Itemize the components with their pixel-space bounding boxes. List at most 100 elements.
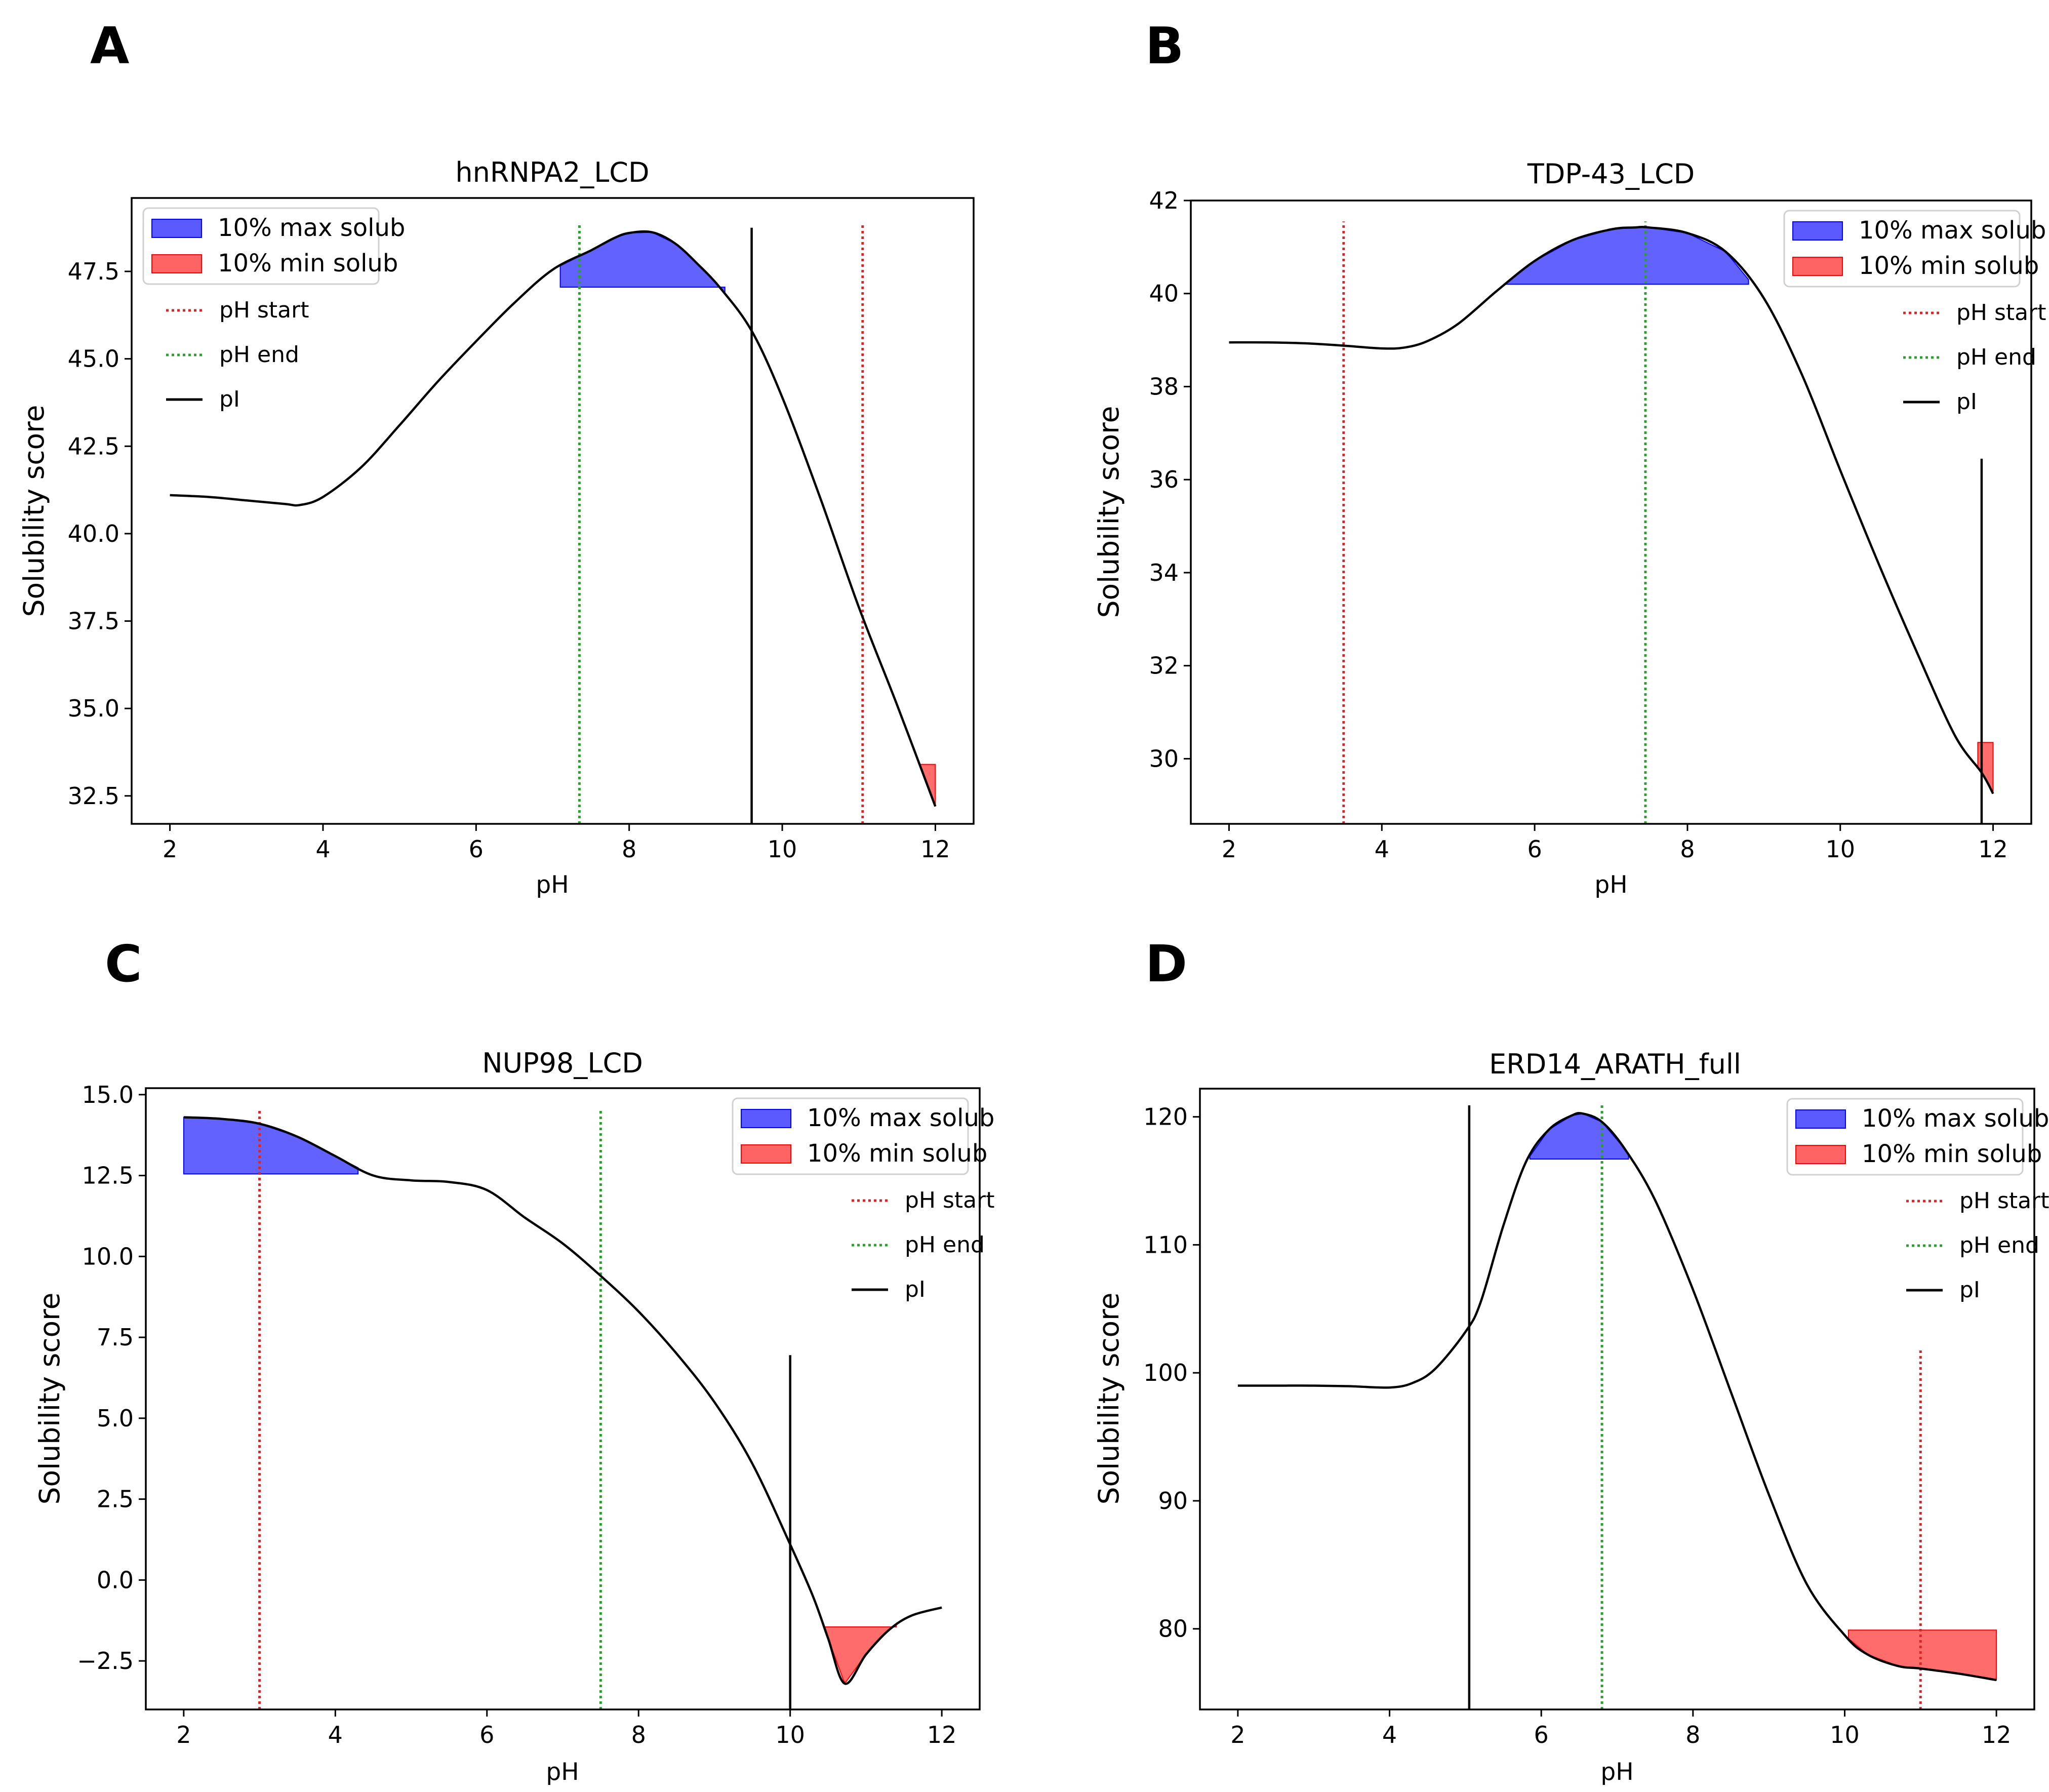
x-tick-label: 2 [176, 1721, 191, 1748]
legend-ph-start-label: pH start [219, 297, 309, 323]
x-tick-label: 4 [1375, 835, 1389, 863]
x-tick-label: 4 [328, 1721, 343, 1748]
legend-box [1783, 210, 2021, 288]
legend-ph-end-label: pH end [905, 1232, 985, 1258]
tick-layer: 2 4 6 8 10 12 −2.5 0.0 2.5 5.0 7.5 10.0 12.5 15.0 [77, 1081, 956, 1748]
x-tick-label: 2 [163, 835, 177, 863]
x-tick-label: 12 [1978, 835, 2008, 863]
y-tick-label: 5.0 [97, 1405, 134, 1432]
y-tick-label: 47.5 [68, 258, 119, 285]
chart-panel-a: hnRNPA2_LCD 2 4 6 8 10 12 32.5 35.0 37.5 40.0 42.5… [18, 156, 975, 899]
solubility-curve [183, 1116, 942, 1685]
y-tick-label: 38 [1149, 373, 1179, 400]
legend-box [732, 1097, 969, 1175]
legend-max-label: 10% max solub [807, 1104, 994, 1132]
y-tick-label: 120 [1143, 1103, 1188, 1131]
y-tick-label: 32 [1149, 652, 1179, 680]
plot-frame [1199, 1088, 2035, 1710]
legend-pi-label: pI [1959, 1277, 1980, 1303]
y-tick-label: 36 [1149, 466, 1179, 493]
x-tick-label: 6 [479, 1721, 494, 1748]
plot-frame [131, 197, 975, 825]
solubility-curve [170, 230, 937, 807]
x-tick-label: 6 [469, 835, 484, 863]
x-tick-label: 8 [622, 835, 636, 863]
y-axis-label: Solubility score [33, 1293, 66, 1505]
legend-min-label: 10% min solub [1859, 252, 2039, 280]
legend-ph-end-label: pH end [1959, 1232, 2039, 1258]
legend-max-label: 10% max solub [1859, 216, 2046, 245]
y-tick-label: 7.5 [97, 1324, 134, 1351]
y-axis-label: Solubility score [1093, 1293, 1125, 1505]
x-tick-label: 4 [315, 835, 330, 863]
tick-layer: 2 4 6 8 10 12 30 32 34 36 38 40 42 [1149, 187, 2007, 863]
y-tick-label: 90 [1158, 1487, 1188, 1515]
x-tick-label: 6 [1527, 835, 1542, 863]
chart-panel-c: NUP98_LCD 2 4 6 8 10 12 −2.5 0.0 2.5 5.0 7.5 10.0 12… [33, 1047, 994, 1786]
y-tick-label: 32.5 [68, 782, 119, 810]
curve-layer [170, 230, 937, 807]
legend-max-label: 10% max solub [1862, 1104, 2049, 1133]
chart-panel-b: TDP-43_LCD 2 4 6 8 10 12 30 32 34 36 38 40 42 10% ma… [1093, 158, 2046, 899]
x-tick-label: 4 [1382, 1721, 1397, 1748]
y-tick-label: 15.0 [82, 1081, 134, 1108]
legend-max-patch [1795, 1109, 1846, 1129]
chart-panel-d: ERD14_ARATH_full 2 4 6 8 10 12 80 90 100 110 120 1… [1093, 1048, 2049, 1786]
legend-min-label: 10% min solub [1862, 1140, 2042, 1168]
y-tick-label: 80 [1158, 1615, 1188, 1643]
x-tick-label: 10 [775, 1721, 805, 1748]
x-tick-label: 10 [1830, 1721, 1860, 1748]
panel-letter-a: A [90, 16, 129, 75]
legend-ph-start-label: pH start [1959, 1188, 2049, 1214]
x-axis-label: pH [1600, 1758, 1633, 1786]
y-tick-label: 45.0 [68, 345, 119, 373]
legend-min-patch [1795, 1145, 1846, 1164]
x-axis-label: pH [536, 871, 569, 899]
panel-letter-c: C [105, 934, 142, 993]
legend-min-label: 10% min solub [807, 1139, 987, 1168]
legend-max-patch [741, 1109, 791, 1128]
curve-layer [1229, 226, 1994, 794]
legend-max-label: 10% max solub [218, 214, 405, 242]
legend-ph-start-label: pH start [1956, 300, 2046, 326]
plot-frame [145, 1087, 981, 1710]
x-axis-label: pH [1594, 871, 1627, 899]
legend-ph-end-label: pH end [1956, 344, 2036, 370]
legend: 10% max solub 10% min solub pH start pH end… [1783, 210, 2046, 415]
legend-max-patch [151, 219, 202, 238]
y-axis-label: Solubility score [18, 405, 50, 617]
x-axis-label: pH [546, 1758, 579, 1786]
chart-title: ERD14_ARATH_full [1489, 1048, 1741, 1080]
reference-lines [258, 1109, 791, 1709]
x-tick-label: 12 [927, 1721, 957, 1748]
y-tick-label: 10.0 [82, 1243, 134, 1270]
x-tick-label: 6 [1534, 1721, 1549, 1748]
y-tick-label: 2.5 [97, 1486, 134, 1513]
tick-layer: 2 4 6 8 10 12 32.5 35.0 37.5 40.0 42.5 45.0 47.5 [68, 258, 950, 863]
y-tick-label: 34 [1149, 559, 1179, 586]
curve-layer [1237, 1111, 1997, 1682]
y-tick-label: 35.0 [68, 695, 119, 722]
x-tick-label: 12 [920, 835, 950, 863]
x-tick-label: 8 [1685, 1721, 1700, 1748]
reference-lines [1468, 1105, 1922, 1709]
y-tick-label: 30 [1149, 745, 1179, 772]
legend-min-label: 10% min solub [218, 249, 398, 277]
x-tick-label: 8 [631, 1721, 646, 1748]
plot-frame [1190, 200, 2032, 825]
panel-letter-b: B [1145, 16, 1184, 75]
legend-pi-label: pI [219, 386, 240, 412]
reference-lines [1342, 221, 1983, 824]
y-tick-label: 0.0 [97, 1566, 134, 1594]
legend-ph-end-label: pH end [219, 342, 299, 368]
legend-min-patch [1792, 257, 1843, 276]
y-tick-label: 40.0 [68, 520, 119, 547]
x-tick-label: 10 [1825, 835, 1855, 863]
legend: 10% max solub 10% min solub pH start pH end… [732, 1097, 994, 1302]
x-tick-label: 12 [1982, 1721, 2012, 1748]
chart-title: NUP98_LCD [482, 1047, 643, 1079]
legend-max-patch [1792, 221, 1843, 241]
x-tick-label: 2 [1230, 1721, 1245, 1748]
